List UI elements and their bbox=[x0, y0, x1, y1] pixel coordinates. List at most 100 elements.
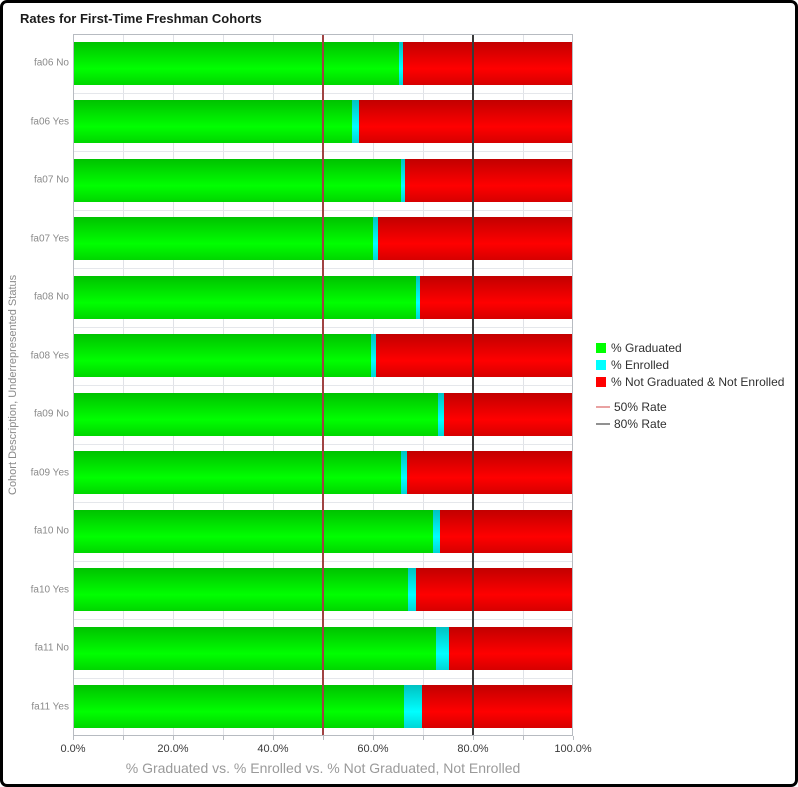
legend-item-ref-50: 50% Rate bbox=[596, 398, 784, 415]
bar-segment-not-graduated bbox=[440, 509, 573, 553]
y-category-label: fa10 No bbox=[33, 525, 69, 537]
y-category-label: fa06 No bbox=[33, 57, 69, 69]
x-tick-mark bbox=[323, 736, 324, 740]
stacked-bar bbox=[73, 392, 573, 436]
bar-segment-enrolled bbox=[371, 334, 376, 378]
bar-segment-graduated bbox=[73, 275, 416, 319]
chart-title: Rates for First-Time Freshman Cohorts bbox=[20, 11, 262, 26]
legend-swatch-not-graduated-icon bbox=[596, 376, 606, 387]
ref-line-50 bbox=[322, 34, 324, 736]
ref-line-80 bbox=[472, 34, 474, 736]
bar-segment-enrolled bbox=[432, 509, 440, 553]
bar-segment-graduated bbox=[73, 451, 401, 495]
y-axis-labels: fa06 No fa06 Yes fa07 No fa07 Yes fa08 No fa0… bbox=[3, 34, 69, 736]
bar-segment-not-graduated bbox=[422, 685, 573, 729]
bar-segment-graduated bbox=[73, 217, 373, 261]
y-category-label: fa06 Yes bbox=[30, 116, 69, 128]
stacked-bar bbox=[73, 451, 573, 495]
x-tick-mark bbox=[173, 736, 174, 740]
plot-area bbox=[73, 34, 573, 736]
y-category-label: fa07 Yes bbox=[30, 233, 69, 245]
bar-segment-not-graduated bbox=[416, 568, 573, 612]
bar-segment-not-graduated bbox=[376, 334, 573, 378]
bar-segment-graduated bbox=[73, 568, 408, 612]
legend-label: % Graduated bbox=[611, 340, 682, 355]
stacked-bar bbox=[73, 568, 573, 612]
bar-segment-not-graduated bbox=[404, 158, 573, 202]
stacked-bar bbox=[73, 275, 573, 319]
y-category-label: fa11 Yes bbox=[31, 701, 69, 713]
y-category-label: fa07 No bbox=[33, 174, 69, 186]
bar-segment-not-graduated bbox=[358, 100, 573, 144]
x-tick-label: 80.0% bbox=[457, 743, 489, 755]
bar-segment-not-graduated bbox=[419, 275, 573, 319]
bar-segment-graduated bbox=[73, 100, 352, 144]
x-tick-mark bbox=[373, 736, 374, 740]
bar-segment-enrolled bbox=[438, 392, 444, 436]
legend-line-marker-icon bbox=[596, 422, 610, 425]
stacked-bar bbox=[73, 41, 573, 85]
legend-label: % Enrolled bbox=[611, 357, 670, 372]
x-axis-title: % Graduated vs. % Enrolled vs. % Not Gra… bbox=[125, 760, 521, 776]
bar-segment-enrolled bbox=[407, 568, 416, 612]
bar-segment-not-graduated bbox=[377, 217, 573, 261]
legend-label: 50% Rate bbox=[614, 399, 667, 414]
legend: % Graduated % Enrolled % Not Graduated & N… bbox=[596, 339, 784, 432]
bar-segment-graduated bbox=[73, 626, 436, 670]
bar-segment-enrolled bbox=[404, 685, 422, 729]
x-tick-mark bbox=[123, 736, 124, 740]
y-category-label: fa09 Yes bbox=[30, 467, 69, 479]
x-tick-label: 60.0% bbox=[357, 743, 389, 755]
stacked-bar bbox=[73, 685, 573, 729]
legend-gap bbox=[596, 390, 784, 398]
bar-segment-enrolled bbox=[372, 217, 378, 261]
bar-segment-graduated bbox=[73, 41, 399, 85]
legend-swatch-enrolled-icon bbox=[596, 359, 606, 370]
legend-label: 80% Rate bbox=[614, 416, 667, 431]
stacked-bar bbox=[73, 334, 573, 378]
legend-item-enrolled: % Enrolled bbox=[596, 356, 784, 373]
bar-segment-enrolled bbox=[352, 100, 359, 144]
x-tick-mark bbox=[473, 736, 474, 740]
stacked-bar bbox=[73, 100, 573, 144]
bar-segment-graduated bbox=[73, 685, 404, 729]
x-tick-mark bbox=[73, 736, 74, 740]
x-tick-label: 0.0% bbox=[60, 743, 86, 755]
bar-segment-enrolled bbox=[398, 41, 403, 85]
legend-swatch-graduated-icon bbox=[596, 342, 606, 353]
x-tick-mark bbox=[523, 736, 524, 740]
legend-item-not-graduated: % Not Graduated & Not Enrolled bbox=[596, 373, 784, 390]
x-tick-mark bbox=[223, 736, 224, 740]
x-axis-tick-labels: 0.0% 20.0% 40.0% 60.0% 80.0% 100.0% bbox=[60, 743, 591, 757]
x-tick-label: 20.0% bbox=[157, 743, 189, 755]
stacked-bar bbox=[73, 158, 573, 202]
legend-item-ref-80: 80% Rate bbox=[596, 415, 784, 432]
x-tick-label: 40.0% bbox=[257, 743, 289, 755]
stacked-bar bbox=[73, 509, 573, 553]
bar-segment-graduated bbox=[73, 509, 433, 553]
bar-segment-graduated bbox=[73, 392, 438, 436]
y-category-label: fa08 Yes bbox=[30, 350, 69, 362]
bar-segment-graduated bbox=[73, 158, 401, 202]
bar-segment-not-graduated bbox=[403, 41, 573, 85]
x-tick-mark bbox=[573, 736, 574, 740]
stacked-bar bbox=[73, 626, 573, 670]
y-category-label: fa11 No bbox=[34, 642, 69, 654]
bar-segment-enrolled bbox=[415, 275, 420, 319]
y-category-label: fa10 Yes bbox=[30, 584, 69, 596]
y-category-label: fa08 No bbox=[33, 291, 69, 303]
bar-segment-not-graduated bbox=[444, 392, 573, 436]
x-tick-mark bbox=[423, 736, 424, 740]
legend-item-graduated: % Graduated bbox=[596, 339, 784, 356]
bar-segment-enrolled bbox=[400, 451, 407, 495]
bar-segment-not-graduated bbox=[448, 626, 573, 670]
y-category-label: fa09 No bbox=[33, 408, 69, 420]
bar-segment-graduated bbox=[73, 334, 371, 378]
bar-segment-enrolled bbox=[435, 626, 449, 670]
bar-segment-enrolled bbox=[400, 158, 405, 202]
legend-line-marker-icon bbox=[596, 405, 610, 408]
bar-segment-not-graduated bbox=[406, 451, 573, 495]
legend-label: % Not Graduated & Not Enrolled bbox=[611, 374, 785, 389]
x-tick-mark bbox=[273, 736, 274, 740]
x-tick-label: 100.0% bbox=[554, 743, 592, 755]
